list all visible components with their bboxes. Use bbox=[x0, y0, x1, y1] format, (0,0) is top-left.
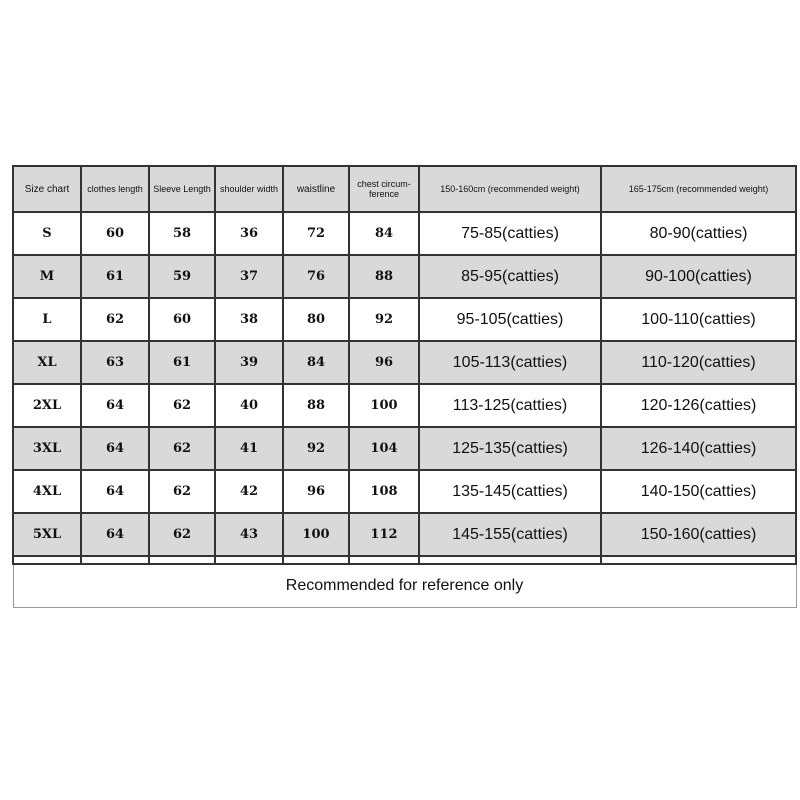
size-cell: XL bbox=[12, 340, 82, 385]
column-header: Size chart bbox=[12, 165, 82, 213]
value-cell: 100 bbox=[282, 512, 350, 557]
value-cell: 37 bbox=[214, 254, 284, 299]
value-cell: 41 bbox=[214, 426, 284, 471]
value-cell: 64 bbox=[80, 469, 150, 514]
value-cell: 84 bbox=[282, 340, 350, 385]
table-row: 4XL 64 62 42 96 108 135-145(catties) 140-150(ca… bbox=[12, 469, 797, 514]
table-row: S 60 58 36 72 84 75-85(catties) 80-90(catties) bbox=[12, 211, 797, 256]
size-cell: 2XL bbox=[12, 383, 82, 428]
value-cell: 120-126(catties) bbox=[600, 383, 797, 428]
value-cell: 96 bbox=[348, 340, 420, 385]
value-cell: 59 bbox=[148, 254, 216, 299]
size-cell: L bbox=[12, 297, 82, 342]
value-cell: 62 bbox=[148, 383, 216, 428]
column-header: waistline bbox=[282, 165, 350, 213]
value-cell: 60 bbox=[80, 211, 150, 256]
value-cell: 62 bbox=[80, 297, 150, 342]
value-cell: 104 bbox=[348, 426, 420, 471]
column-header: chest circum-ference bbox=[348, 165, 420, 213]
size-cell: S bbox=[12, 211, 82, 256]
value-cell: 88 bbox=[282, 383, 350, 428]
value-cell: 90-100(catties) bbox=[600, 254, 797, 299]
value-cell: 125-135(catties) bbox=[418, 426, 602, 471]
size-cell: 3XL bbox=[12, 426, 82, 471]
value-cell: 58 bbox=[148, 211, 216, 256]
value-cell: 150-160(catties) bbox=[600, 512, 797, 557]
size-chart-table: Size chart clothes length Sleeve Length sho… bbox=[12, 165, 797, 608]
value-cell: 96 bbox=[282, 469, 350, 514]
value-cell: 64 bbox=[80, 512, 150, 557]
value-cell: 100 bbox=[348, 383, 420, 428]
value-cell: 61 bbox=[80, 254, 150, 299]
value-cell: 76 bbox=[282, 254, 350, 299]
value-cell: 72 bbox=[282, 211, 350, 256]
value-cell: 39 bbox=[214, 340, 284, 385]
table-row: XL 63 61 39 84 96 105-113(catties) 110-120(catt… bbox=[12, 340, 797, 385]
value-cell: 60 bbox=[148, 297, 216, 342]
value-cell: 80 bbox=[282, 297, 350, 342]
value-cell: 92 bbox=[282, 426, 350, 471]
value-cell: 36 bbox=[214, 211, 284, 256]
value-cell: 75-85(catties) bbox=[418, 211, 602, 256]
size-cell: 4XL bbox=[12, 469, 82, 514]
column-header: clothes length bbox=[80, 165, 150, 213]
value-cell: 64 bbox=[80, 383, 150, 428]
table-row: L 62 60 38 80 92 95-105(catties) 100-110(cattie… bbox=[12, 297, 797, 342]
value-cell: 100-110(catties) bbox=[600, 297, 797, 342]
value-cell: 38 bbox=[214, 297, 284, 342]
header-row: Size chart clothes length Sleeve Length sho… bbox=[12, 165, 797, 213]
column-header: Sleeve Length bbox=[148, 165, 216, 213]
value-cell: 95-105(catties) bbox=[418, 297, 602, 342]
value-cell: 126-140(catties) bbox=[600, 426, 797, 471]
value-cell: 140-150(catties) bbox=[600, 469, 797, 514]
value-cell: 62 bbox=[148, 469, 216, 514]
value-cell: 62 bbox=[148, 426, 216, 471]
value-cell: 40 bbox=[214, 383, 284, 428]
value-cell: 85-95(catties) bbox=[418, 254, 602, 299]
value-cell: 43 bbox=[214, 512, 284, 557]
footer-note: Recommended for reference only bbox=[12, 563, 797, 608]
value-cell: 105-113(catties) bbox=[418, 340, 602, 385]
table-row: 5XL 64 62 43 100 112 145-155(catties) 150-160(c… bbox=[12, 512, 797, 557]
table-row: 2XL 64 62 40 88 100 113-125(catties) 120-126(ca… bbox=[12, 383, 797, 428]
value-cell: 92 bbox=[348, 297, 420, 342]
size-cell: M bbox=[12, 254, 82, 299]
value-cell: 145-155(catties) bbox=[418, 512, 602, 557]
value-cell: 64 bbox=[80, 426, 150, 471]
column-header: 150-160cm (recommended weight) bbox=[418, 165, 602, 213]
value-cell: 80-90(catties) bbox=[600, 211, 797, 256]
value-cell: 112 bbox=[348, 512, 420, 557]
value-cell: 84 bbox=[348, 211, 420, 256]
size-cell: 5XL bbox=[12, 512, 82, 557]
value-cell: 42 bbox=[214, 469, 284, 514]
value-cell: 110-120(catties) bbox=[600, 340, 797, 385]
column-header: 165-175cm (recommended weight) bbox=[600, 165, 797, 213]
value-cell: 61 bbox=[148, 340, 216, 385]
table-row: M 61 59 37 76 88 85-95(catties) 90-100(catties) bbox=[12, 254, 797, 299]
column-header: shoulder width bbox=[214, 165, 284, 213]
value-cell: 108 bbox=[348, 469, 420, 514]
value-cell: 135-145(catties) bbox=[418, 469, 602, 514]
value-cell: 113-125(catties) bbox=[418, 383, 602, 428]
value-cell: 62 bbox=[148, 512, 216, 557]
table-row: 3XL 64 62 41 92 104 125-135(catties) 126-140(ca… bbox=[12, 426, 797, 471]
value-cell: 63 bbox=[80, 340, 150, 385]
value-cell: 88 bbox=[348, 254, 420, 299]
